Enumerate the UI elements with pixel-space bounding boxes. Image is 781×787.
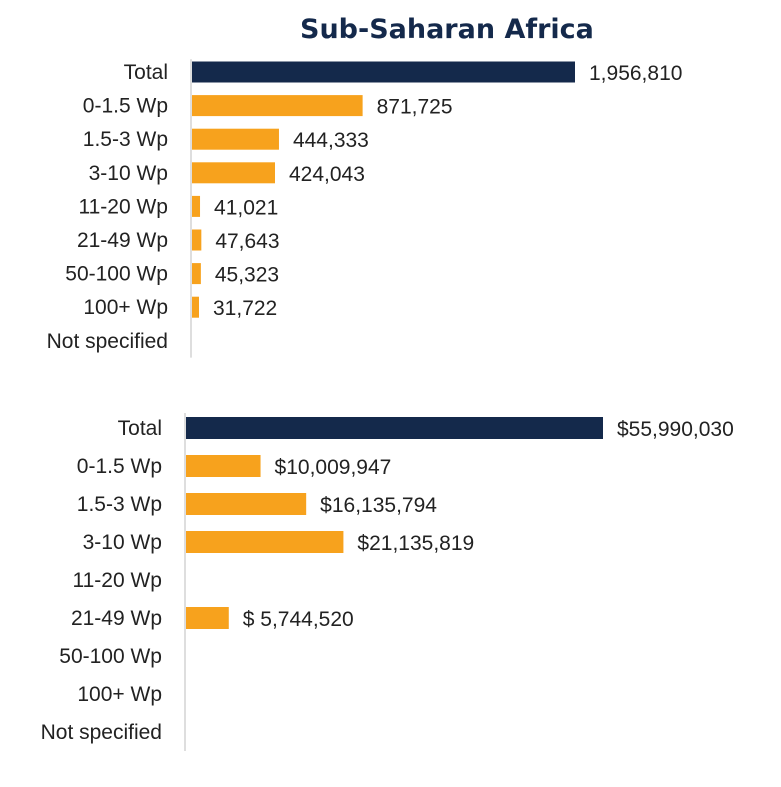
data-label: 1,956,810 (589, 62, 682, 85)
data-label: $21,135,819 (357, 532, 474, 555)
data-label: 47,643 (215, 230, 279, 253)
category-label: 100+ Wp (83, 296, 168, 319)
category-label: 0-1.5 Wp (77, 455, 162, 478)
category-bar (192, 296, 199, 318)
category-label: 50-100 Wp (65, 263, 168, 286)
category-label: 11-20 Wp (79, 195, 169, 218)
category-bar (186, 493, 307, 515)
category-label: Total (124, 61, 168, 84)
value-bar-chart: Total $55,990,030 0-1.5 Wp $10,009,947 1.5-3… (41, 413, 734, 751)
category-bar (186, 531, 344, 553)
category-bar (192, 95, 363, 117)
data-label: 41,021 (214, 196, 278, 219)
category-bar (186, 455, 261, 477)
data-label: 45,323 (215, 264, 279, 287)
data-label: 871,725 (377, 96, 453, 119)
data-label: $ 5,744,520 (243, 608, 354, 631)
category-bar (192, 229, 202, 251)
data-label: $16,135,794 (320, 494, 437, 517)
category-bar (192, 128, 279, 150)
category-label: Not specified (47, 330, 168, 353)
chart-title: Sub-Saharan Africa (300, 14, 594, 45)
category-label: Total (118, 417, 162, 440)
data-label: 424,043 (289, 163, 365, 186)
category-label: 21-49 Wp (77, 229, 168, 252)
category-label: 0-1.5 Wp (83, 95, 168, 118)
category-label: 100+ Wp (77, 683, 162, 706)
units-bar-chart: Total 1,956,810 0-1.5 Wp 871,725 1.5-3 Wp 444… (47, 59, 682, 358)
total-bar (186, 417, 603, 439)
category-label: 21-49 Wp (71, 607, 162, 630)
category-label: 1.5-3 Wp (77, 493, 162, 516)
category-label: 11-20 Wp (73, 569, 163, 592)
category-label: Not specified (41, 721, 162, 744)
category-label: 50-100 Wp (59, 645, 162, 668)
category-label: 1.5-3 Wp (83, 128, 168, 151)
category-bar (192, 263, 201, 285)
data-label: 444,333 (293, 129, 369, 152)
total-bar (192, 61, 575, 83)
data-label: $55,990,030 (617, 418, 734, 441)
category-label: 3-10 Wp (89, 162, 168, 185)
category-bar (192, 195, 201, 217)
category-bar (192, 162, 275, 184)
category-label: 3-10 Wp (83, 531, 162, 554)
data-label: 31,722 (213, 297, 277, 320)
data-label: $10,009,947 (275, 456, 392, 479)
category-bar (186, 607, 229, 629)
